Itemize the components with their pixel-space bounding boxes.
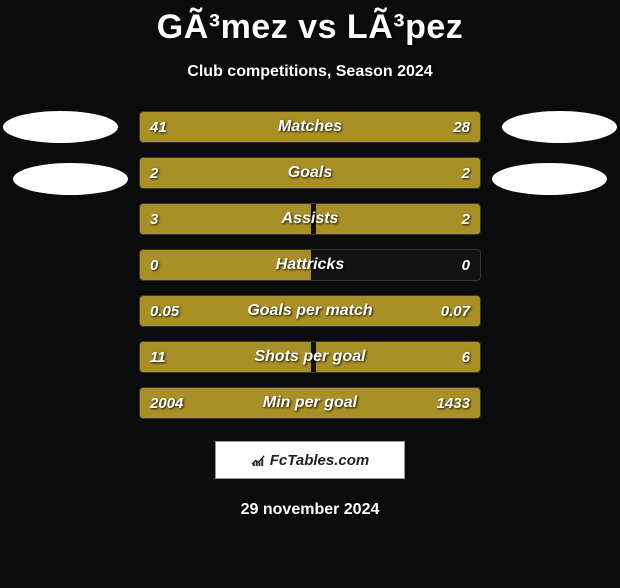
stat-label: Matches xyxy=(140,112,480,142)
stat-label: Min per goal xyxy=(140,388,480,418)
stat-row: Shots per goal11 6 xyxy=(139,341,481,373)
stat-value-right: 1433 xyxy=(437,388,470,418)
stat-label: Assists xyxy=(140,204,480,234)
stat-label: Shots per goal xyxy=(140,342,480,372)
stat-value-right: 2 xyxy=(462,158,470,188)
stat-value-left: 41 xyxy=(150,112,167,142)
stat-value-left: 0 xyxy=(150,250,158,280)
stat-label: Goals xyxy=(140,158,480,188)
stats-area: Matches4128Goals22Assists32Hattricks00Go… xyxy=(0,111,620,419)
stat-row: Goals per match0.05 0.07 xyxy=(139,295,481,327)
stat-value-left: 11 xyxy=(150,342,166,372)
footer-text: FcTables.com xyxy=(270,452,369,469)
stat-row: Matches41 28 xyxy=(139,111,481,143)
chart-icon xyxy=(251,453,266,468)
date-text: 29 november 2024 xyxy=(0,501,620,519)
stat-value-left: 2004 xyxy=(150,388,183,418)
page-title: GÃ³mez vs LÃ³pez xyxy=(0,8,620,47)
stat-row: Min per goal2004 1433 xyxy=(139,387,481,419)
stat-value-right: 2 xyxy=(462,204,470,234)
stat-rows-container: Matches4128Goals22Assists32Hattricks00Go… xyxy=(139,111,481,419)
footer-logo-box: FcTables.com xyxy=(215,441,405,479)
stat-value-right: 28 xyxy=(453,112,470,142)
stat-value-left: 3 xyxy=(150,204,158,234)
stat-row: Goals2 2 xyxy=(139,157,481,189)
stat-value-left: 2 xyxy=(150,158,158,188)
player-left-ellipse-1 xyxy=(3,111,118,143)
stat-value-left: 0.05 xyxy=(150,296,179,326)
subtitle: Club competitions, Season 2024 xyxy=(0,63,620,81)
stat-value-right: 6 xyxy=(462,342,470,372)
player-left-ellipse-2 xyxy=(13,163,128,195)
stat-value-right: 0.07 xyxy=(441,296,470,326)
stat-value-right: 0 xyxy=(462,250,470,280)
stat-label: Hattricks xyxy=(140,250,480,280)
stat-label: Goals per match xyxy=(140,296,480,326)
stat-row: Assists3 2 xyxy=(139,203,481,235)
player-right-ellipse-2 xyxy=(492,163,607,195)
stat-row: Hattricks0 0 xyxy=(139,249,481,281)
player-right-ellipse-1 xyxy=(502,111,617,143)
